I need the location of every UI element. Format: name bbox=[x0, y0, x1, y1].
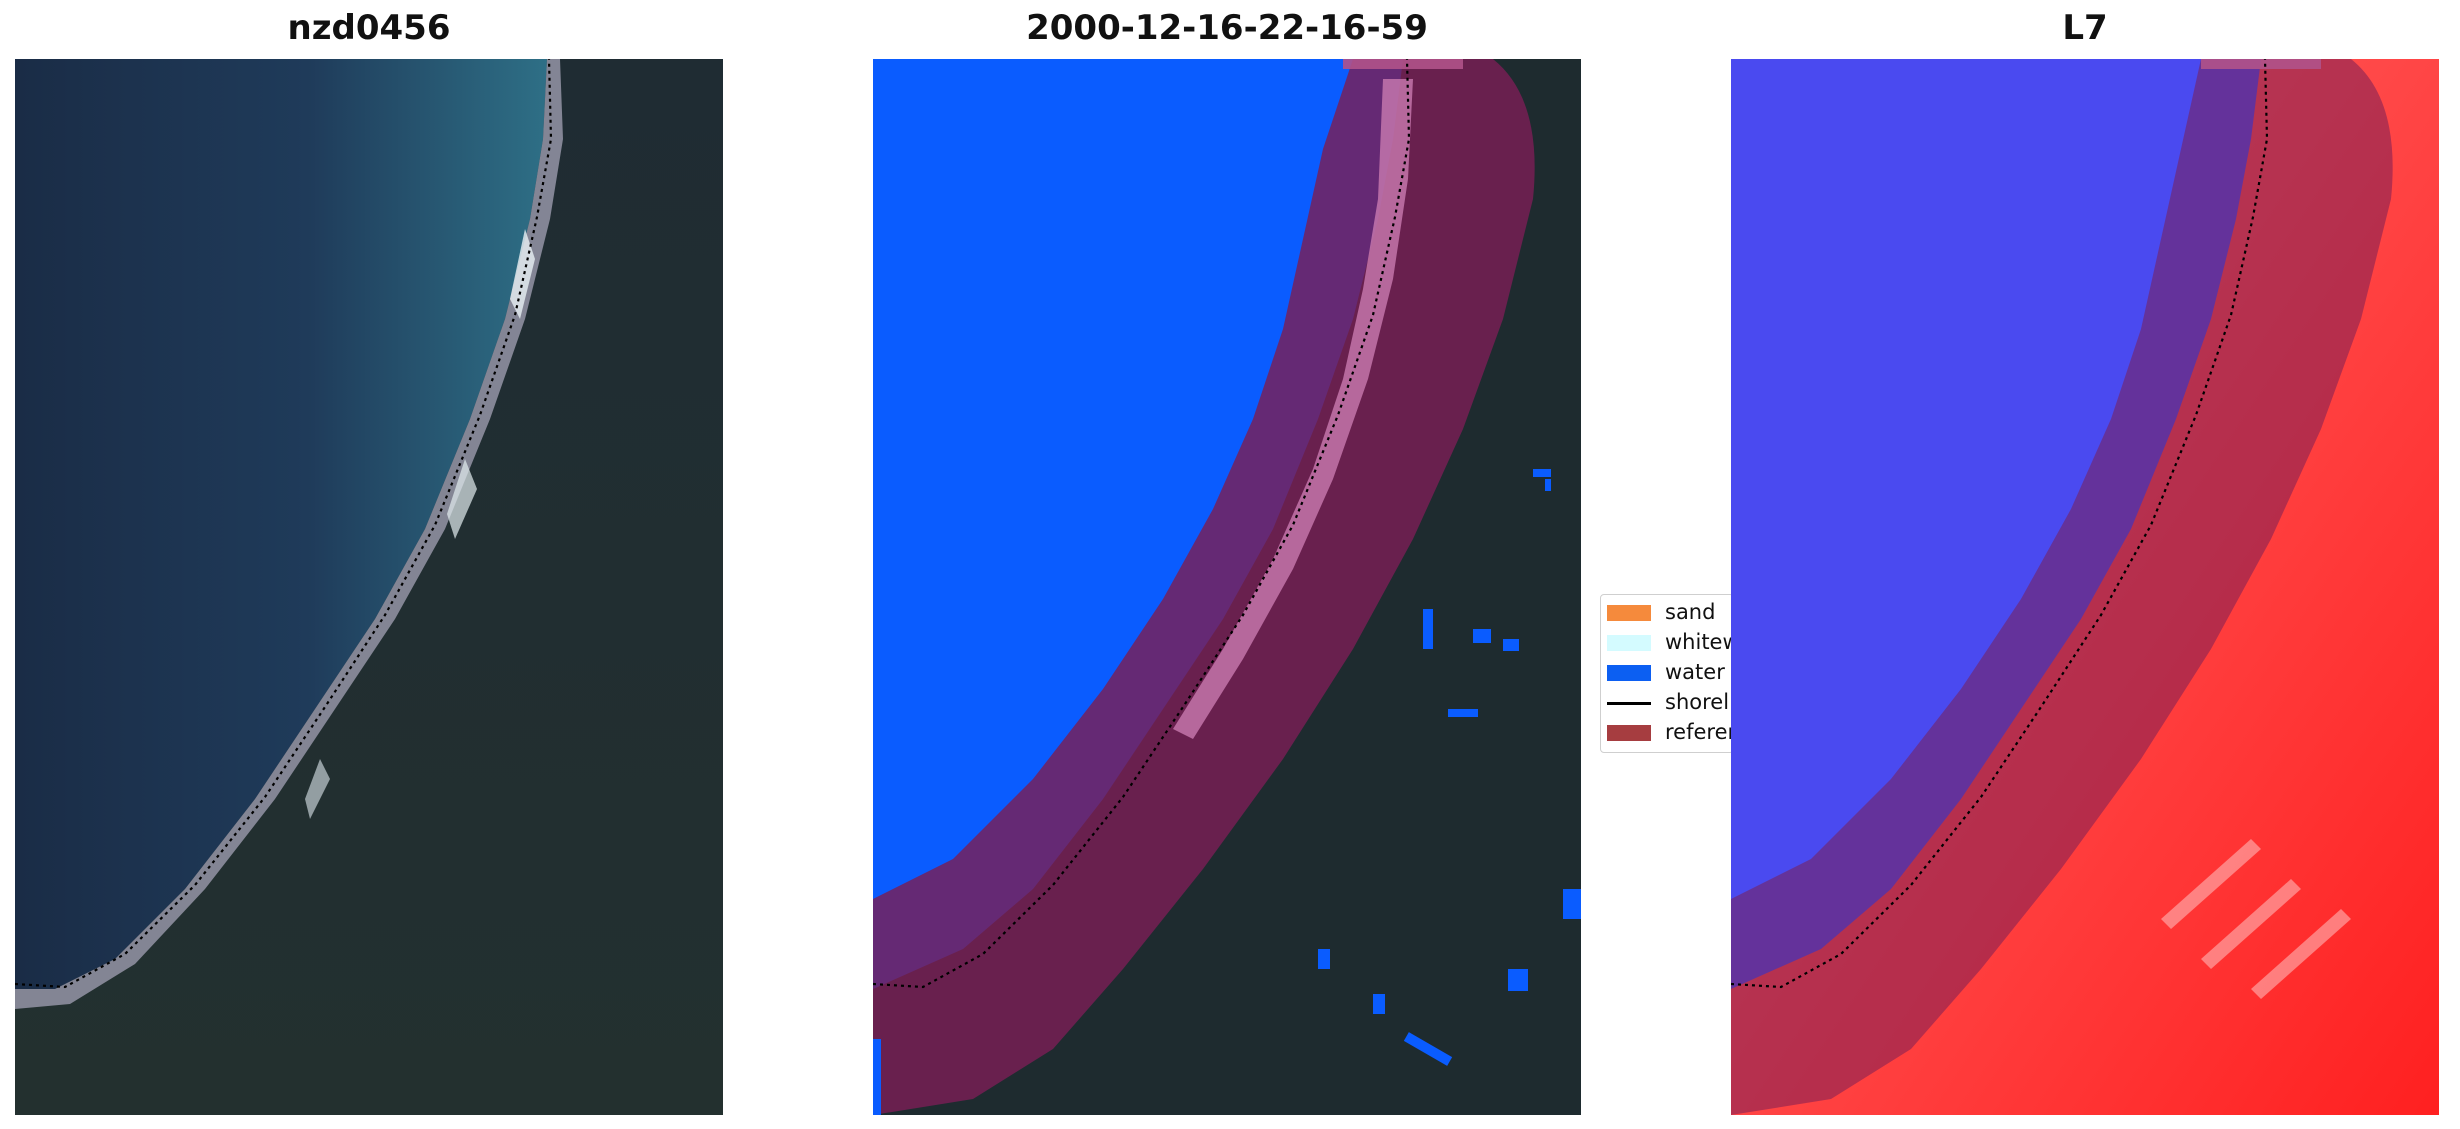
legend-item-sand: sand bbox=[1607, 597, 1733, 625]
reference-swatch bbox=[1607, 725, 1651, 741]
legend-label: whitew bbox=[1665, 630, 1734, 654]
rgb-image-panel bbox=[15, 59, 723, 1115]
index-image bbox=[1731, 59, 2439, 1115]
legend-item-water: water bbox=[1607, 657, 1733, 685]
legend-label: referen bbox=[1665, 720, 1734, 744]
panel-title-index: L7 bbox=[2062, 8, 2108, 48]
whitewater-swatch bbox=[1607, 635, 1651, 651]
panel-title-classification: 2000-12-16-22-16-59 bbox=[1026, 8, 1428, 48]
legend-item-reference: referen bbox=[1607, 717, 1734, 745]
shoreline-line-swatch bbox=[1607, 702, 1651, 705]
rgb-image bbox=[15, 59, 723, 1115]
classification-image bbox=[873, 59, 1581, 1115]
legend: sand whitew water shorel referen bbox=[1600, 594, 1734, 753]
water-swatch bbox=[1607, 665, 1651, 681]
panel-title-rgb: nzd0456 bbox=[287, 8, 451, 48]
legend-label: water bbox=[1665, 660, 1725, 684]
legend-item-shoreline: shorel bbox=[1607, 687, 1733, 715]
sand-swatch bbox=[1607, 605, 1651, 621]
classification-panel bbox=[873, 59, 1581, 1115]
legend-label: shorel bbox=[1665, 690, 1730, 714]
index-panel bbox=[1731, 59, 2439, 1115]
legend-item-whitewater: whitew bbox=[1607, 627, 1734, 655]
legend-label: sand bbox=[1665, 600, 1716, 624]
